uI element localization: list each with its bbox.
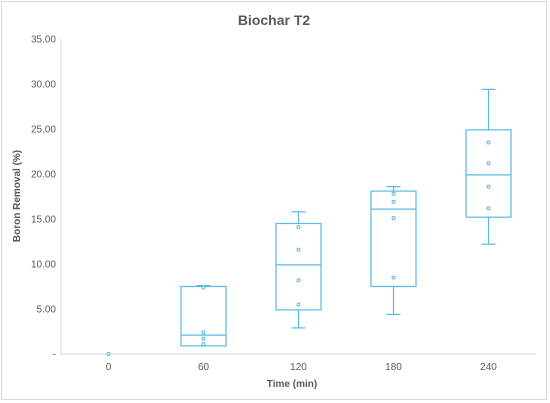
data-point (296, 278, 301, 283)
x-tick-label: 60 (198, 362, 210, 373)
y-tick-label: 35.00 (31, 35, 56, 46)
box-0 (106, 352, 111, 356)
data-point (296, 302, 301, 307)
y-tick-label: 5.00 (37, 305, 57, 316)
data-point (201, 342, 206, 347)
data-point (296, 247, 301, 252)
data-point (201, 285, 206, 290)
box-body (370, 190, 417, 288)
data-point (106, 352, 111, 356)
data-point (391, 199, 396, 204)
y-tick-labels: - 5.00 10.00 15.00 20.00 25.00 30.00 35.00 (31, 35, 56, 361)
box-series (106, 88, 512, 356)
data-point (391, 191, 396, 196)
data-point (486, 161, 491, 166)
y-tick-label: 25.00 (31, 125, 56, 136)
data-point (391, 275, 396, 280)
box-240 (465, 88, 512, 245)
data-point (486, 140, 491, 145)
x-tick-label: 240 (480, 362, 497, 373)
box-body (275, 222, 322, 311)
box-180 (370, 186, 417, 315)
y-tick-label: 15.00 (31, 215, 56, 226)
box-body (465, 129, 512, 218)
x-tick-label: 120 (290, 362, 307, 373)
y-tick-label: 10.00 (31, 260, 56, 271)
data-point (201, 336, 206, 341)
y-axis-title: Boron Removal (%) (12, 150, 23, 242)
data-point (296, 225, 301, 230)
data-point (486, 206, 491, 211)
x-tick-labels: 0 60 120 180 240 (106, 362, 498, 373)
data-point (391, 216, 396, 221)
y-tick-label: 20.00 (31, 170, 56, 181)
box-120 (275, 211, 322, 329)
x-axis-title: Time (min) (267, 379, 317, 390)
data-point (486, 184, 491, 189)
y-tick-label: 30.00 (31, 80, 56, 91)
chart-title: Biochar T2 (238, 12, 311, 28)
data-point (201, 330, 206, 335)
x-tick-label: 0 (106, 362, 112, 373)
x-tick-label: 180 (385, 362, 402, 373)
y-tick-label: - (53, 350, 56, 361)
box-60 (180, 285, 227, 347)
